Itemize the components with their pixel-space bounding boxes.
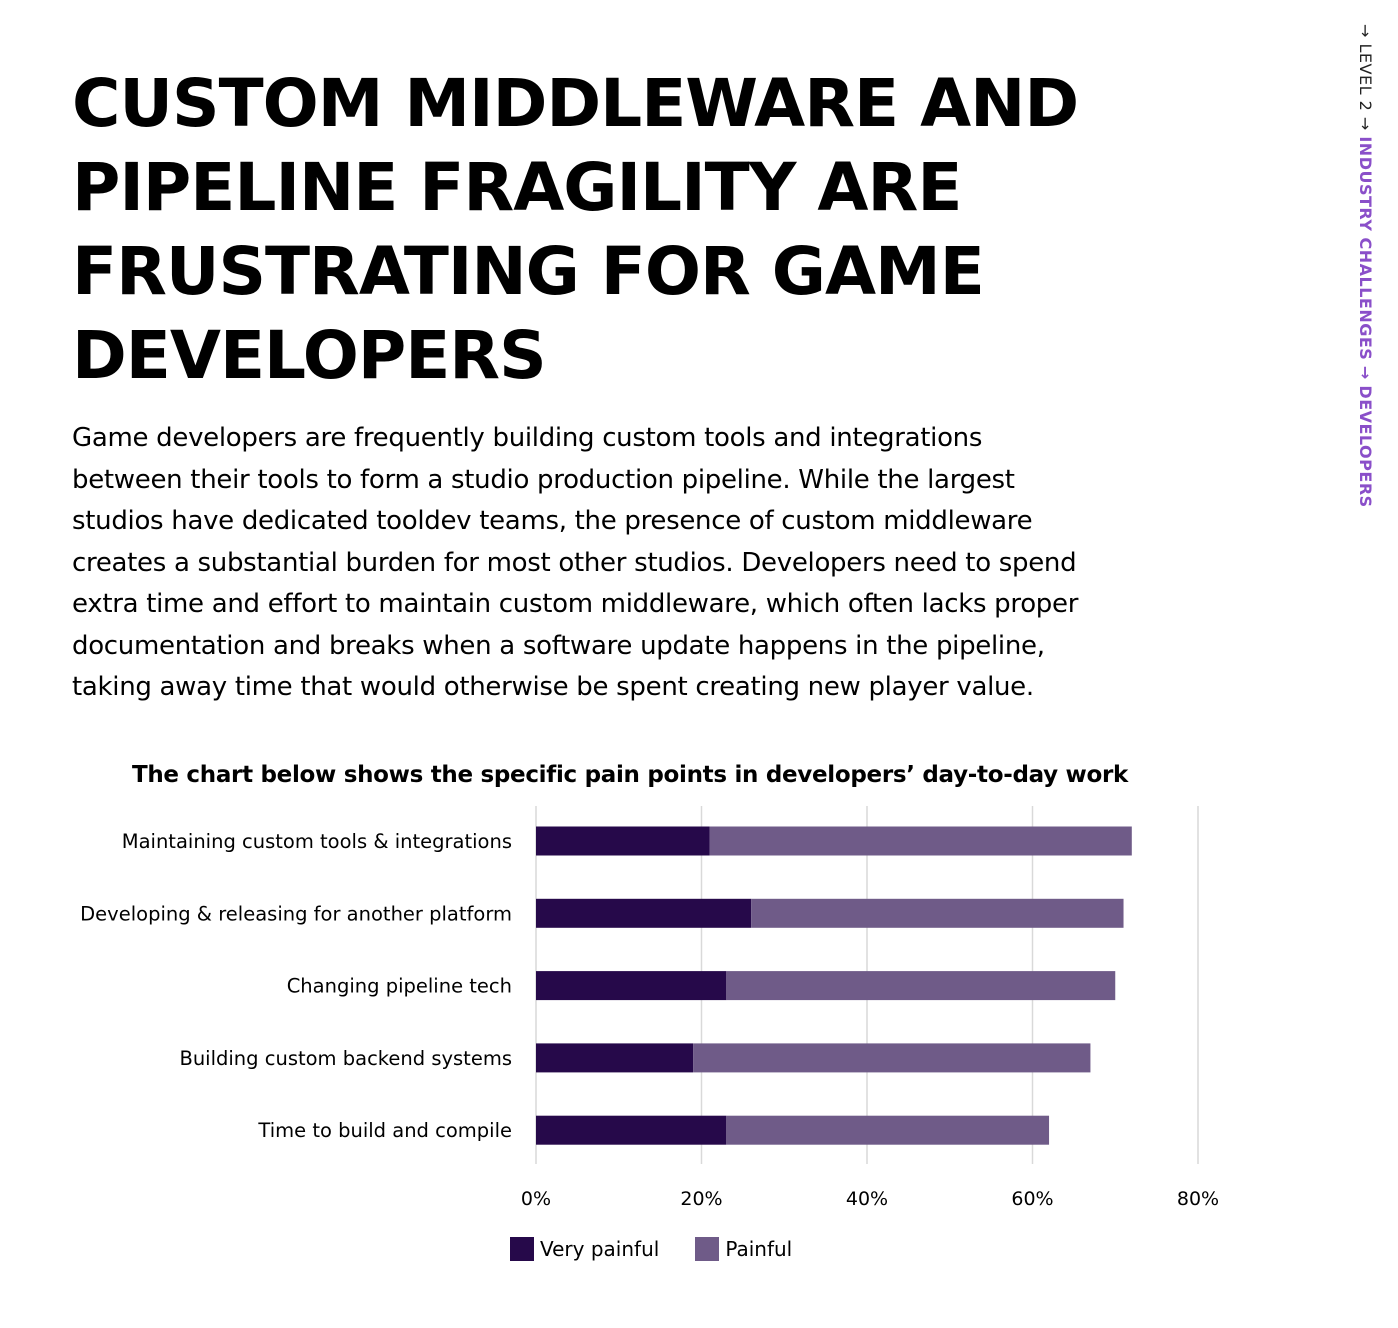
breadcrumb-level: → LEVEL 2 → <box>1356 24 1375 131</box>
legend-label-painful: Painful <box>725 1237 793 1261</box>
x-tick-label: 0% <box>521 1188 551 1210</box>
bar-painful <box>726 971 1116 1001</box>
chart-title: The chart below shows the specific pain … <box>131 762 1129 788</box>
bar-very-painful <box>536 898 752 928</box>
category-label: Changing pipeline tech <box>287 975 512 998</box>
bar-very-painful <box>536 1115 727 1145</box>
x-tick-label: 40% <box>846 1188 888 1210</box>
bar-very-painful <box>536 1043 694 1073</box>
title-line: DEVELOPERS <box>72 317 547 394</box>
bar-painful <box>726 1115 1050 1145</box>
bar-very-painful <box>536 826 710 856</box>
breadcrumb-separator: → <box>1356 365 1375 380</box>
breadcrumb-page[interactable]: DEVELOPERS <box>1356 385 1375 508</box>
legend-label-very-painful: Very painful <box>540 1237 660 1261</box>
title-line: PIPELINE FRAGILITY ARE <box>72 149 962 226</box>
legend-item-very-painful: Very painful <box>510 1237 659 1261</box>
title-line: FRUSTRATING FOR GAME <box>72 233 985 310</box>
body-line: taking away time that would otherwise be… <box>72 672 1034 702</box>
breadcrumb-section[interactable]: INDUSTRY CHALLENGES <box>1356 136 1375 361</box>
body-paragraph: Game developers are frequently building … <box>72 418 1172 709</box>
body-line: documentation and breaks when a software… <box>72 630 1045 661</box>
pain-points-chart: 0% 20% 40% 60% 80% Maintaining custom tools &… <box>80 806 1219 1210</box>
x-tick-label: 80% <box>1177 1188 1219 1210</box>
title-line: CUSTOM MIDDLEWARE AND <box>72 65 1079 142</box>
category-label: Time to build and compile <box>257 1119 512 1142</box>
legend-swatch-painful <box>695 1237 720 1261</box>
body-line: studios have dedicated tooldev teams, th… <box>72 506 1033 536</box>
bar-painful <box>693 1043 1091 1073</box>
body-line: creates a substantial burden for most ot… <box>72 547 1077 578</box>
page-title: CUSTOM MIDDLEWARE AND PIPELINE FRAGILITY… <box>72 62 1152 398</box>
body-line: Game developers are frequently building … <box>72 423 983 453</box>
x-tick-label: 60% <box>1011 1188 1053 1210</box>
category-label: Maintaining custom tools & integrations <box>122 830 512 853</box>
body-line: between their tools to form a studio pro… <box>72 464 1015 495</box>
bar-painful <box>709 826 1132 856</box>
chart-legend: Very painful Painful <box>510 1237 828 1261</box>
body-line: extra time and effort to maintain custom… <box>72 589 1079 619</box>
bar-very-painful <box>536 971 727 1001</box>
bar-painful <box>751 898 1124 928</box>
x-tick-label: 20% <box>680 1188 722 1210</box>
breadcrumb: → LEVEL 2 → INDUSTRY CHALLENGES → DEVELO… <box>1356 24 1375 508</box>
category-label: Building custom backend systems <box>179 1047 512 1070</box>
legend-swatch-very-painful <box>510 1237 534 1261</box>
category-label: Developing & releasing for another platf… <box>80 902 512 925</box>
legend-item-painful: Painful <box>695 1237 792 1261</box>
